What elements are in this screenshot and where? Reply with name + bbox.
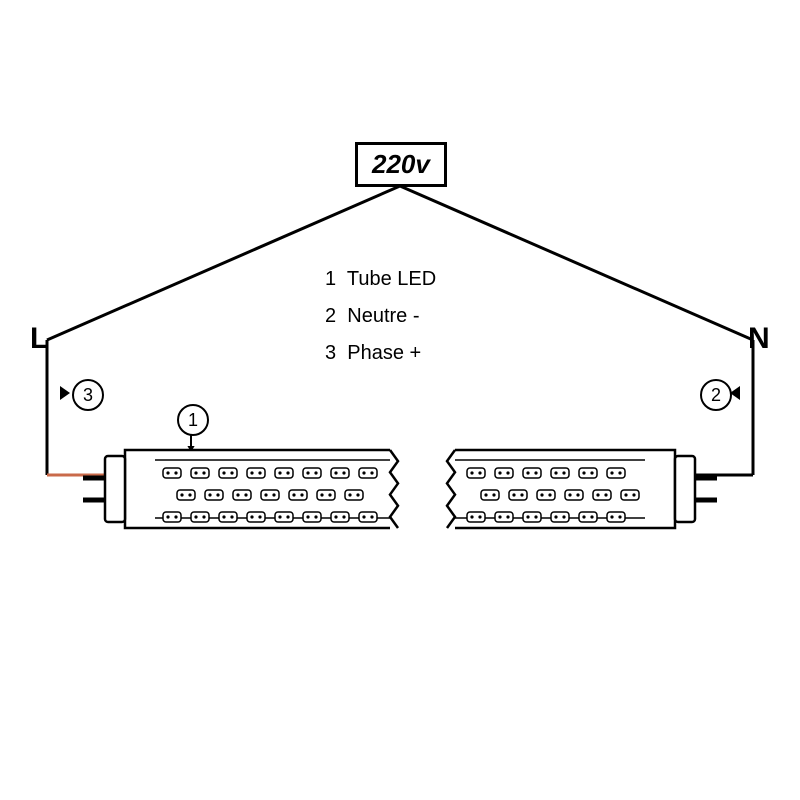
legend-text: Neutre -	[347, 305, 419, 327]
legend-row: 2 Neutre -	[325, 305, 436, 328]
callout-3: 3	[72, 379, 104, 411]
callout-num: 1	[188, 410, 198, 431]
voltage-label: 220v	[355, 142, 447, 187]
callout-num: 2	[711, 385, 721, 406]
callout-2: 2	[700, 379, 732, 411]
led-tube-left	[83, 450, 398, 528]
voltage-text: 220v	[372, 149, 430, 179]
legend-text: Tube LED	[347, 268, 436, 290]
legend-row: 1 Tube LED	[325, 268, 436, 291]
wiring-diagram	[0, 0, 800, 800]
legend-text: Phase +	[347, 342, 421, 364]
led-tube-right	[447, 450, 717, 528]
terminal-n-label: N	[748, 322, 770, 356]
legend-num: 1	[325, 268, 336, 290]
legend-row: 3 Phase +	[325, 342, 436, 365]
legend-num: 2	[325, 305, 336, 327]
legend-num: 3	[325, 342, 336, 364]
terminal-l-label: L	[30, 322, 48, 356]
callout-1: 1	[177, 404, 209, 436]
callout-num: 3	[83, 385, 93, 406]
legend: 1 Tube LED 2 Neutre - 3 Phase +	[325, 268, 436, 379]
